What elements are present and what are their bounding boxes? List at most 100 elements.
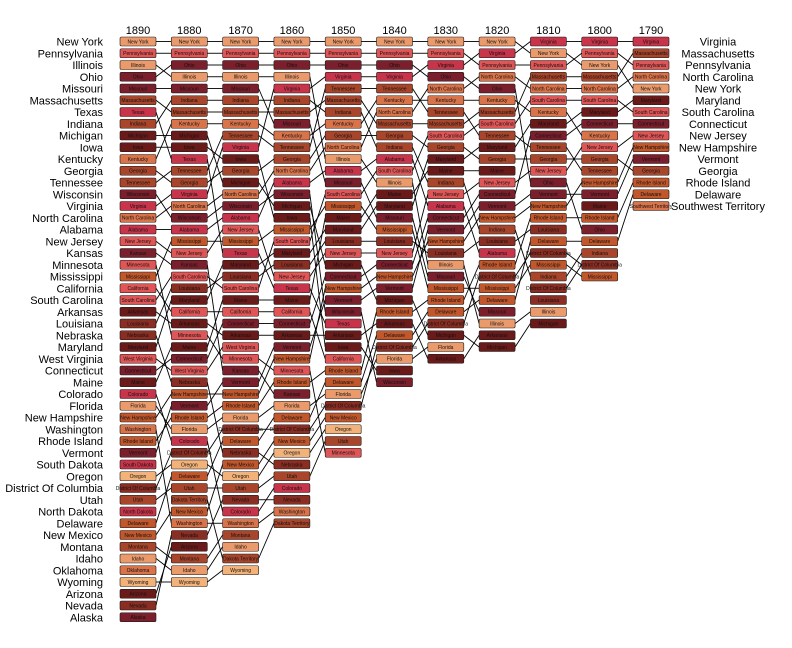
state-box-label: Rhode Island — [226, 404, 256, 410]
state-box-delaware-1860: Delaware — [273, 412, 311, 423]
state-box-iowa-1890: Iowa — [119, 142, 157, 153]
rank-link-district-of-columbia-1820-1810 — [514, 252, 531, 277]
rank-link-utah-1890-1880 — [155, 487, 172, 501]
state-box-label: California — [281, 310, 302, 316]
rank-link-wyoming-1880-1870 — [207, 569, 223, 583]
state-box-new-jersey-1860: New Jersey — [273, 271, 311, 282]
state-box-rect — [273, 342, 311, 352]
state-box-north-carolina-1790: North Carolina — [632, 71, 670, 82]
state-box-iowa-1870: Iowa — [222, 154, 259, 164]
left-label-tennessee: Tennessee — [50, 178, 103, 190]
state-box-rect — [273, 60, 311, 70]
state-box-label: New Hampshire — [223, 392, 259, 398]
state-box-rect — [119, 412, 157, 423]
state-box-south-dakota-1890: South Dakota — [119, 459, 157, 470]
state-box-michigan-1880: Michigan — [171, 130, 208, 141]
state-box-utah-1880: Utah — [171, 483, 208, 493]
state-box-virginia-1820: Virginia — [478, 48, 516, 59]
state-box-michigan-1810: Michigan — [530, 318, 567, 329]
state-box-indiana-1820: Indiana — [478, 224, 516, 235]
state-box-label: Massachusetts — [327, 98, 361, 104]
state-box-label: North Carolina — [378, 110, 410, 116]
state-box-label: Massachusetts — [173, 110, 207, 116]
state-box-label: Illinois — [541, 310, 555, 316]
year-labels: 1890 1880 1870 1860 1850 1840 1830 1820 1810 1800… — [126, 25, 663, 37]
state-box-rect — [530, 142, 567, 153]
state-box-rect — [376, 259, 413, 270]
state-box-label: Kentucky — [282, 133, 303, 139]
state-box-label: Wisconsin — [332, 310, 355, 316]
rank-link-new-hampshire-1860-1850 — [309, 288, 326, 359]
state-box-rect — [222, 154, 259, 164]
state-box-mississippi-1800: Mississippi — [581, 271, 619, 282]
state-box-label: Connecticut — [586, 122, 613, 128]
state-box-kentucky-1860: Kentucky — [273, 130, 311, 141]
state-box-new-jersey-1790: New Jersey — [632, 130, 670, 141]
rank-link-alabama-1880-1870 — [207, 217, 223, 230]
state-box-rect — [324, 189, 362, 200]
rank-link-rhode-island-1830-1820 — [463, 264, 480, 301]
state-box-kentucky-1830: Kentucky — [427, 95, 465, 106]
state-box-rect — [119, 177, 157, 188]
state-box-label: Indiana — [335, 110, 352, 116]
state-box-new-jersey-1800: New Jersey — [581, 142, 619, 153]
rank-link-new-mexico-1870-1860 — [258, 440, 275, 465]
state-box-label: Maine — [490, 169, 504, 175]
state-box-label: New Hampshire — [120, 415, 156, 421]
state-box-rect — [478, 36, 516, 47]
rank-link-new-jersey-1880-1870 — [206, 229, 223, 254]
state-box-north-carolina-1860: North Carolina — [273, 165, 311, 176]
right-label-new-hampshire: New Hampshire — [679, 142, 757, 154]
state-box-delaware-1820: Delaware — [478, 295, 516, 305]
state-box-label: Virginia — [438, 63, 455, 69]
state-box-virginia-1860: Virginia — [273, 83, 311, 94]
state-box-rect — [324, 224, 362, 235]
state-box-rect — [222, 236, 259, 247]
state-box-connecticut-1840: Connecticut — [376, 259, 413, 270]
state-box-south-carolina-1850: South Carolina — [324, 189, 362, 200]
right-label-connecticut: Connecticut — [689, 119, 747, 131]
state-box-new-hampshire-1840: New Hampshire — [376, 271, 413, 282]
state-box-rhode-island-1890: Rhode Island — [119, 436, 157, 446]
state-box-vermont-1810: Vermont — [530, 189, 567, 200]
state-box-rect — [427, 107, 465, 117]
state-box-rect — [376, 95, 413, 106]
rank-link-wisconsin-1850-1840 — [360, 311, 377, 383]
rank-link-michigan-1830-1820 — [463, 334, 480, 348]
left-label-illinois: Illinois — [72, 60, 103, 72]
state-box-colorado-1880: Colorado — [171, 436, 208, 446]
state-box-nebraska-1890: Nebraska — [119, 330, 157, 341]
state-box-rect — [324, 259, 362, 270]
state-box-new-jersey-1880: New Jersey — [171, 248, 208, 258]
rank-link-indiana-1890-1880 — [155, 100, 172, 124]
year-label-1870: 1870 — [228, 25, 252, 37]
state-box-rect — [478, 130, 516, 141]
rank-link-new-mexico-1880-1870 — [206, 464, 224, 512]
state-box-rect — [478, 83, 516, 94]
rank-link-north-carolina-1860-1850 — [309, 147, 326, 171]
state-box-rect — [119, 189, 157, 200]
state-box-label: Oklahoma — [127, 568, 150, 574]
rank-link-virginia-1820-1810 — [514, 41, 531, 54]
state-box-rect — [119, 541, 157, 552]
state-box-rect — [530, 295, 567, 305]
state-box-label: Massachusetts — [378, 122, 412, 128]
state-box-rect — [478, 201, 516, 211]
state-box-rect — [632, 177, 670, 188]
state-box-label: Kentucky — [333, 122, 354, 128]
state-box-rect — [119, 365, 157, 376]
state-box-label: Georgia — [488, 157, 506, 163]
state-box-florida-1840: Florida — [376, 353, 413, 364]
state-box-maryland-1800: Maryland — [581, 107, 619, 117]
left-label-nevada: Nevada — [65, 601, 104, 613]
state-box-rect — [273, 318, 311, 329]
state-box-label: Michigan — [128, 133, 148, 139]
state-box-label: Maine — [285, 298, 299, 304]
state-box-rect — [273, 365, 311, 376]
rank-link-south-carolina-1820-1810 — [514, 100, 531, 124]
rank-link-new-jersey-1890-1880 — [155, 240, 172, 254]
state-box-rect — [427, 212, 465, 223]
state-box-rect — [427, 306, 465, 317]
state-box-tennessee-1870: Tennessee — [222, 130, 259, 141]
rank-link-connecticut-1880-1870 — [206, 323, 224, 359]
